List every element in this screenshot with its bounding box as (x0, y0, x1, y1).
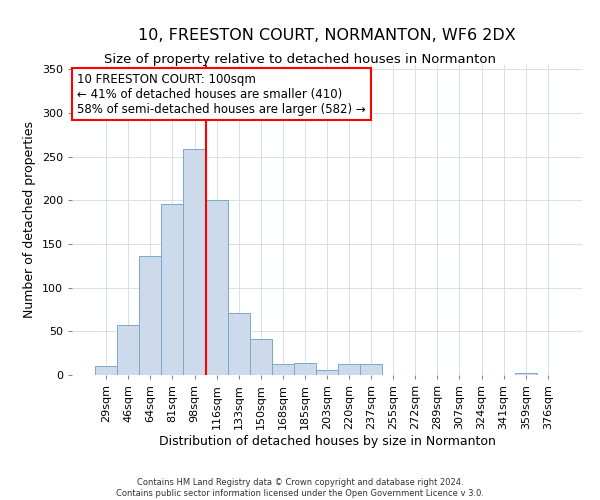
Bar (206, 200, 227, 375)
Bar (161, 204, 184, 375)
Y-axis label: Number of detached properties: Number of detached properties (23, 122, 36, 318)
Text: Contains HM Land Registry data © Crown copyright and database right 2024.
Contai: Contains HM Land Registry data © Crown c… (116, 478, 484, 498)
Bar (227, 313, 250, 375)
Bar (250, 339, 272, 375)
Bar (316, 370, 338, 375)
Text: 10 FREESTON COURT: 100sqm
← 41% of detached houses are smaller (410)
58% of semi: 10 FREESTON COURT: 100sqm ← 41% of detac… (77, 72, 366, 116)
Bar (139, 256, 161, 375)
Bar (515, 374, 537, 375)
Bar (117, 325, 139, 375)
Bar (360, 364, 382, 375)
Title: 10, FREESTON COURT, NORMANTON, WF6 2DX: 10, FREESTON COURT, NORMANTON, WF6 2DX (138, 28, 516, 43)
Bar (338, 364, 360, 375)
Text: Size of property relative to detached houses in Normanton: Size of property relative to detached ho… (104, 52, 496, 66)
Bar (95, 366, 117, 375)
Bar (294, 363, 316, 375)
Bar (272, 364, 294, 375)
X-axis label: Distribution of detached houses by size in Normanton: Distribution of detached houses by size … (158, 434, 496, 448)
Bar (184, 149, 206, 375)
